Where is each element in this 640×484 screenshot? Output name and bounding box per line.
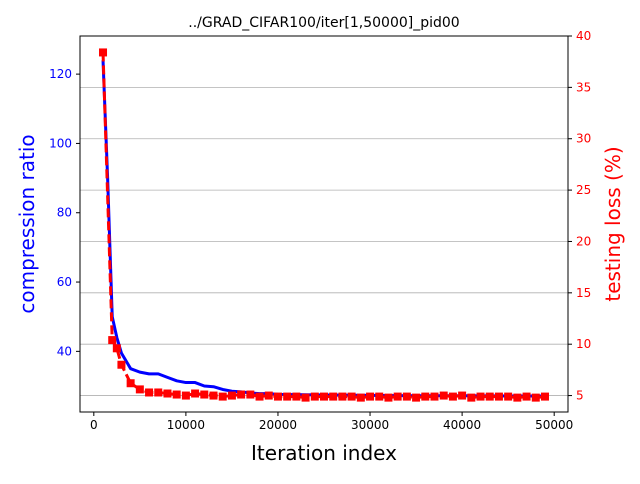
data-point-marker [448,392,457,401]
axes: 0 10000 20000 30000 40000 50000 40 60 80 100 120 5 1… [49,29,591,432]
data-point-marker [540,392,549,401]
y-left-tick-label: 80 [57,206,72,220]
data-point-marker [292,392,301,401]
y-axis-right-label: testing loss (%) [601,146,625,301]
y-right-tick-label: 40 [576,29,591,43]
data-point-marker [99,48,108,57]
x-tick-label: 50000 [535,418,573,432]
data-point-marker [439,391,448,400]
data-point-marker [163,389,172,398]
data-point-marker [513,393,522,402]
series-line-left [101,60,545,398]
data-point-marker [218,392,227,401]
plot-frame [79,35,569,413]
data-point-marker [421,392,430,401]
data-point-marker [246,390,255,399]
data-point-marker [200,390,209,399]
data-point-marker [264,391,273,400]
data-point-marker [430,392,439,401]
y-right-tick-label: 20 [576,234,591,248]
y-left-tick-label: 100 [49,136,72,150]
series-layer [99,48,549,402]
y-left-tick-label: 60 [57,275,72,289]
data-point-marker [191,389,200,398]
data-point-marker [375,392,384,401]
data-point-marker [531,393,540,402]
data-point-marker [145,388,154,397]
data-point-marker [494,392,503,401]
y-axis-left-label: compression ratio [15,134,39,313]
data-point-marker [227,391,236,400]
data-point-marker [347,392,356,401]
data-point-marker [273,392,282,401]
x-tick-label: 40000 [443,418,481,432]
data-point-marker [117,360,126,369]
data-point-marker [522,392,531,401]
data-point-marker [126,379,135,388]
data-point-marker [384,393,393,402]
y-left-tick-label: 40 [57,344,72,358]
data-point-marker [356,393,365,402]
data-point-marker [366,392,375,401]
x-tick-label: 10000 [167,418,205,432]
data-point-marker [255,392,264,401]
x-tick-label: 0 [90,418,98,432]
y-right-tick-label: 25 [576,183,591,197]
data-point-marker [393,392,402,401]
data-point-marker [237,390,246,399]
data-point-marker [135,385,144,394]
data-point-marker [181,391,190,400]
y-left-tick-label: 120 [49,67,72,81]
x-tick-label: 20000 [259,418,297,432]
y-right-tick-label: 10 [576,337,591,351]
y-right-tick-label: 5 [576,389,584,403]
data-point-marker [320,392,328,401]
data-point-marker [476,392,485,401]
data-point-marker [329,392,338,401]
data-point-marker [172,390,181,399]
data-point-marker [467,393,476,402]
data-point-marker [485,392,494,401]
data-point-marker [458,391,467,400]
data-point-marker [338,392,347,401]
data-point-marker [504,392,513,401]
y-right-tick-label: 35 [576,80,591,94]
y-right-tick-label: 15 [576,286,591,300]
data-point-marker [310,392,319,401]
data-point-marker [112,344,121,353]
data-point-marker [412,393,421,402]
data-point-marker [209,391,218,400]
data-point-marker [154,388,163,397]
y-right-tick-label: 30 [576,132,591,146]
data-point-marker [283,392,292,401]
series-line-right [101,52,546,400]
grid-lines [80,35,568,396]
data-point-marker [108,336,117,345]
data-point-marker [301,393,310,402]
x-tick-label: 30000 [351,418,389,432]
chart-title: ../GRAD_CIFAR100/iter[1,50000]_pid00 [188,15,459,31]
x-axis-label: Iteration index [251,441,397,465]
data-point-marker [402,392,411,401]
